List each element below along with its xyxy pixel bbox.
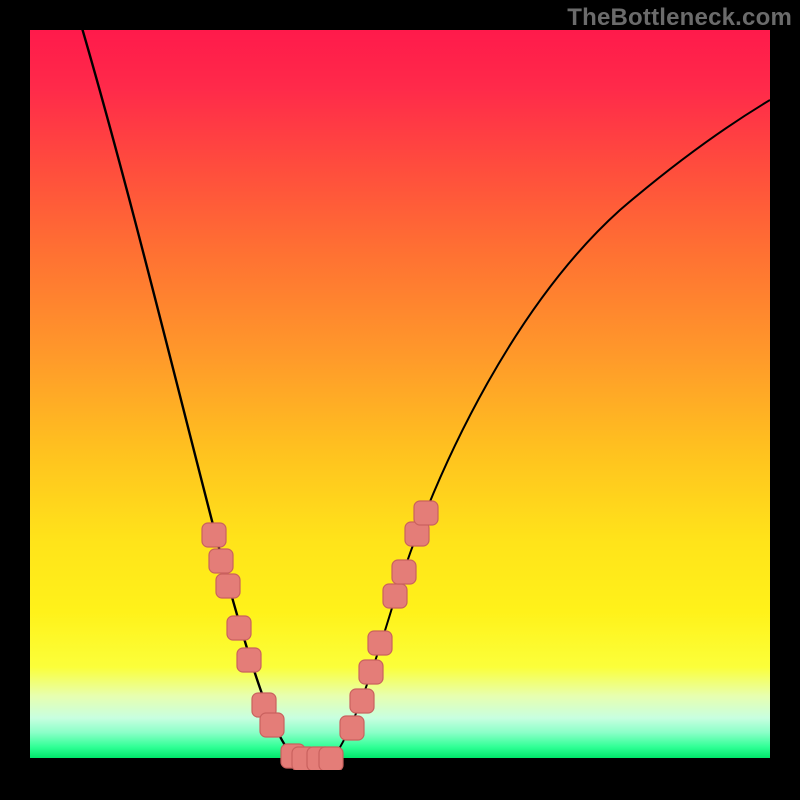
- marker-point: [260, 713, 284, 737]
- marker-point: [319, 747, 343, 771]
- marker-point: [414, 501, 438, 525]
- marker-point: [359, 660, 383, 684]
- marker-point: [392, 560, 416, 584]
- marker-point: [350, 689, 374, 713]
- marker-point: [202, 523, 226, 547]
- marker-point: [368, 631, 392, 655]
- marker-point: [383, 584, 407, 608]
- bottleneck-chart: [0, 0, 800, 800]
- marker-point: [209, 549, 233, 573]
- watermark-text: TheBottleneck.com: [567, 4, 792, 32]
- marker-point: [227, 616, 251, 640]
- marker-point: [340, 716, 364, 740]
- marker-point: [216, 574, 240, 598]
- baseline: [30, 758, 770, 770]
- plot-background: [30, 30, 770, 758]
- marker-point: [237, 648, 261, 672]
